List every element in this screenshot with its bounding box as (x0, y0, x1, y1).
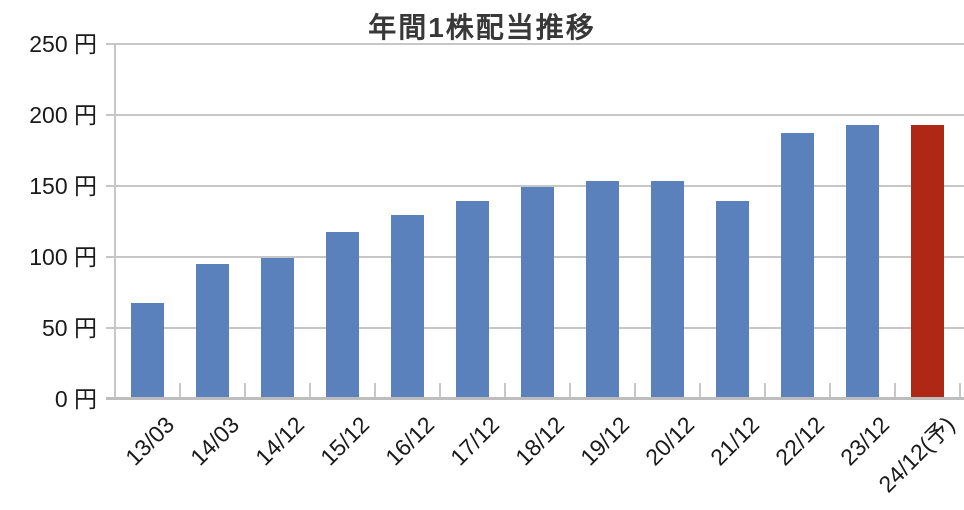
y-axis-tick-label: 100 円 (29, 244, 97, 270)
bar-19/12 (585, 181, 619, 398)
x-axis-tick-label: 14/03 (185, 411, 245, 471)
y-axis-line (114, 43, 116, 398)
x-axis-tick-label: 22/12 (770, 411, 830, 471)
y-axis-tick-label: 0 円 (54, 386, 97, 412)
x-axis-tick (829, 383, 831, 398)
y-axis-tick-label: 200 円 (29, 102, 97, 128)
y-axis-tick (106, 185, 114, 187)
y-axis-tick-label: 150 円 (29, 173, 97, 199)
x-axis-baseline (106, 397, 964, 400)
x-axis-tick-label: 17/12 (445, 411, 505, 471)
x-axis-tick (764, 383, 766, 398)
x-axis-tick-label: 23/12 (835, 411, 895, 471)
y-axis-tick (106, 256, 114, 258)
x-axis-tick (569, 383, 571, 398)
x-axis-tick (634, 383, 636, 398)
bar-13/03 (130, 303, 164, 398)
x-axis-tick-label: 21/12 (705, 411, 765, 471)
x-axis-tick-label: 14/12 (250, 411, 310, 471)
bar-20/12 (650, 181, 684, 398)
x-axis-tick (244, 383, 246, 398)
bar-17/12 (455, 201, 489, 398)
x-axis-tick (374, 383, 376, 398)
y-axis-tick (106, 114, 114, 116)
x-axis-tick (179, 383, 181, 398)
x-axis-tick (959, 383, 961, 398)
x-axis-tick (114, 383, 116, 398)
bar-14/12 (260, 258, 294, 398)
x-axis-tick (699, 383, 701, 398)
x-axis-tick-label: 16/12 (380, 411, 440, 471)
y-axis-tick (106, 43, 114, 45)
x-axis-tick (894, 383, 896, 398)
gridline (114, 43, 964, 45)
gridline (114, 114, 964, 116)
chart-title: 年間1株配当推移 (368, 12, 596, 43)
bar-14/03 (195, 264, 229, 398)
x-axis-tick-label: 15/12 (315, 411, 375, 471)
bar-15/12 (325, 232, 359, 398)
bar-21/12 (715, 201, 749, 398)
x-axis-tick (504, 383, 506, 398)
gridline (114, 185, 964, 187)
bar-22/12 (780, 133, 814, 398)
x-axis-tick (309, 383, 311, 398)
bar-18/12 (520, 187, 554, 398)
y-axis-tick (106, 327, 114, 329)
x-axis-tick-label: 19/12 (575, 411, 635, 471)
y-axis-tick-label: 50 円 (42, 315, 97, 341)
bar-16/12 (390, 215, 424, 398)
x-axis-tick-label: 20/12 (640, 411, 700, 471)
x-axis-tick-label: 18/12 (510, 411, 570, 471)
bar-24/12(予) (910, 125, 944, 398)
x-axis-tick (439, 383, 441, 398)
bar-23/12 (845, 125, 879, 398)
y-axis-tick-label: 250 円 (29, 31, 97, 57)
x-axis-tick-label: 13/03 (120, 411, 180, 471)
